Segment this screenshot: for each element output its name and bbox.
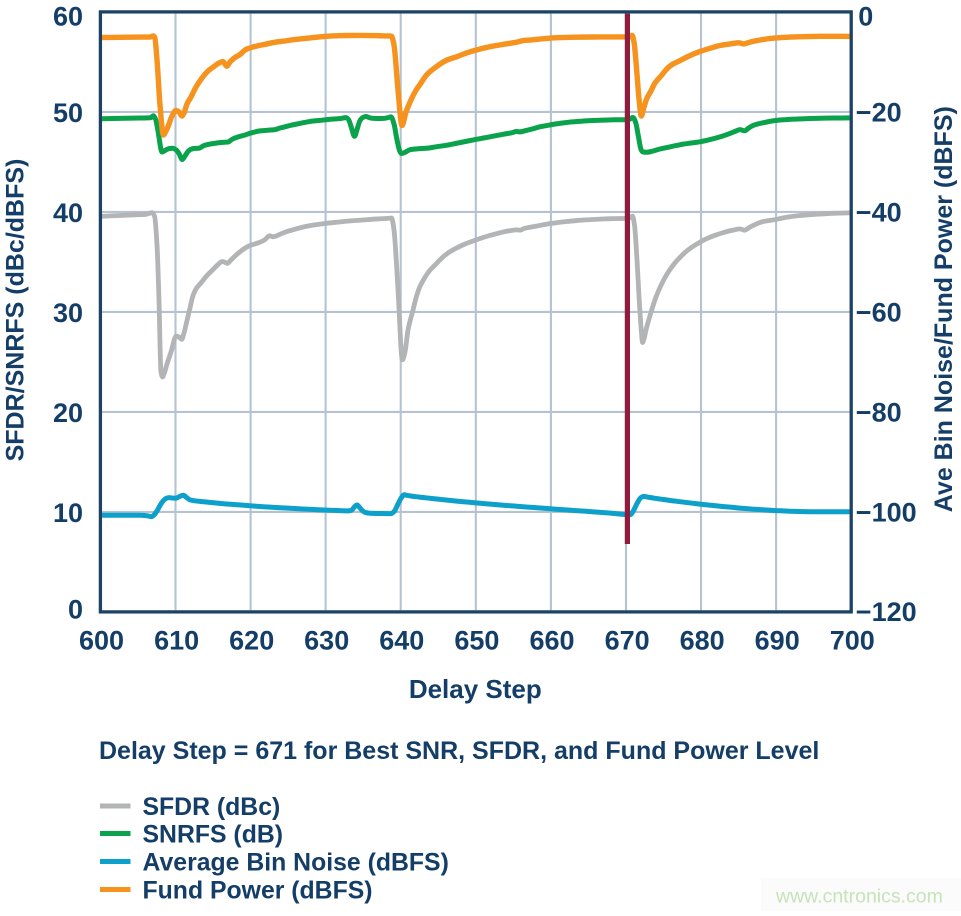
svg-text:Fund Power (dBFS): Fund Power (dBFS): [143, 878, 373, 905]
svg-text:Delay Step: Delay Step: [409, 674, 542, 704]
svg-text:20: 20: [53, 398, 83, 428]
svg-text:670: 670: [605, 626, 650, 656]
svg-text:660: 660: [529, 626, 574, 656]
svg-text:SFDR/SNRFS (dBc/dBFS): SFDR/SNRFS (dBc/dBFS): [2, 159, 30, 462]
svg-text:10: 10: [53, 498, 83, 528]
svg-text:600: 600: [79, 626, 124, 656]
svg-text:www.cntronics.com: www.cntronics.com: [775, 886, 943, 908]
svg-text:60: 60: [53, 1, 83, 31]
svg-text:610: 610: [154, 626, 199, 656]
svg-text:−60: −60: [856, 298, 902, 328]
svg-text:Delay Step = 671 for Best SNR,: Delay Step = 671 for Best SNR, SFDR, and…: [99, 737, 819, 765]
svg-text:690: 690: [755, 626, 800, 656]
svg-text:650: 650: [454, 626, 499, 656]
svg-text:−80: −80: [856, 398, 902, 428]
svg-text:Ave Bin Noise/Fund Power (dBFS: Ave Bin Noise/Fund Power (dBFS): [930, 106, 958, 512]
svg-text:630: 630: [304, 626, 349, 656]
svg-text:SNRFS (dB): SNRFS (dB): [143, 822, 284, 849]
svg-text:−20: −20: [856, 98, 902, 128]
svg-text:30: 30: [53, 298, 83, 328]
svg-text:Average Bin Noise (dBFS): Average Bin Noise (dBFS): [143, 850, 449, 877]
svg-text:640: 640: [379, 626, 424, 656]
svg-text:700: 700: [830, 626, 875, 656]
svg-text:−100: −100: [856, 498, 917, 528]
svg-text:0: 0: [858, 2, 873, 32]
svg-text:620: 620: [229, 626, 274, 656]
svg-text:680: 680: [680, 626, 725, 656]
svg-text:50: 50: [53, 98, 83, 128]
svg-text:−120: −120: [856, 597, 917, 627]
svg-text:40: 40: [53, 198, 83, 228]
svg-text:−40: −40: [856, 198, 902, 228]
svg-text:0: 0: [68, 594, 83, 624]
svg-text:SFDR (dBc): SFDR (dBc): [143, 794, 281, 821]
